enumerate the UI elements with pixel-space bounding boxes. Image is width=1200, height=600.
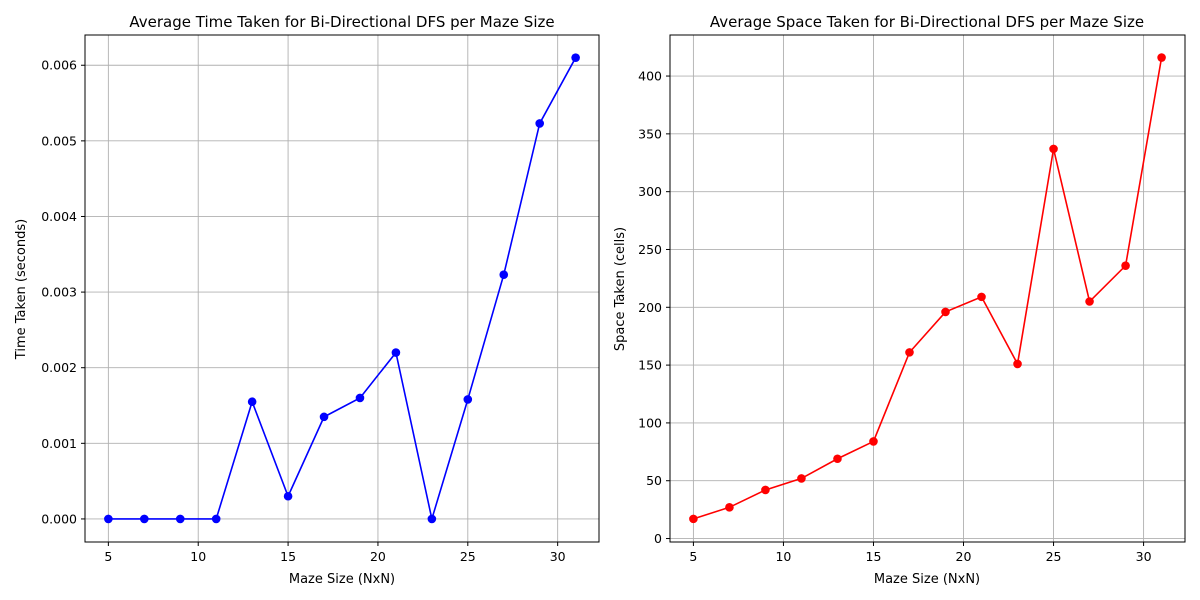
space-chart-data-point (1157, 53, 1166, 62)
time-chart-data-point (104, 514, 113, 524)
space-chart-data-point (761, 485, 770, 495)
time-chart-series-line (108, 57, 577, 520)
time-chart-y-tick-label: 0.006 (41, 58, 77, 73)
time-chart-data-point (283, 491, 293, 501)
space-chart-y-tick-label: 0 (654, 531, 662, 546)
space-chart-y-tick-label: 150 (638, 358, 662, 373)
space-chart-data-point (941, 307, 950, 317)
time-chart-y-tick-label: 0.001 (41, 436, 77, 451)
time-chart-y-tick-label: 0.004 (41, 209, 77, 224)
time-chart-x-tick-label: 5 (104, 549, 112, 564)
time-chart-title: Average Time Taken for Bi-Directional DF… (129, 13, 554, 31)
space-chart-y-tick-label: 250 (638, 242, 662, 257)
time-chart-data-point (427, 514, 437, 524)
space-chart-x-tick-label: 20 (956, 549, 972, 564)
time-chart-series (104, 53, 580, 524)
space-chart-data-point (977, 292, 986, 302)
space-chart-x-tick-label: 15 (866, 549, 882, 564)
time-chart-data-point (571, 53, 580, 62)
space-chart-data-point (689, 514, 698, 524)
time-chart-y-tick-label: 0.002 (41, 360, 77, 375)
space-chart-y-tick-label: 400 (638, 69, 662, 84)
time-chart-x-tick-label: 25 (460, 549, 476, 564)
space-chart-data-point (1013, 359, 1022, 369)
time-chart-data-point (499, 270, 509, 280)
space-chart-series (689, 53, 1166, 524)
space-chart-y-axis-label: Space Taken (cells) (613, 227, 628, 351)
time-chart-x-tick-label: 30 (550, 549, 566, 564)
time-chart: Average Time Taken for Bi-Directional DF… (14, 13, 600, 587)
space-chart: Average Space Taken for Bi-Directional D… (613, 13, 1186, 587)
time-chart-y-tick-label: 0.003 (41, 285, 77, 300)
time-chart-data-point (319, 412, 329, 422)
space-chart-data-point (1085, 297, 1094, 306)
space-chart-data-point (1049, 144, 1058, 154)
time-chart-data-point (211, 514, 221, 524)
time-chart-y-tick-label: 0.000 (41, 511, 77, 526)
space-chart-gridlines (670, 35, 1185, 542)
space-chart-x-tick-label: 25 (1046, 549, 1062, 564)
time-chart-data-point (355, 393, 365, 403)
space-chart-x-tick-label: 5 (689, 549, 697, 564)
time-chart-x-tick-label: 20 (370, 549, 386, 564)
space-chart-y-tick-label: 350 (638, 126, 662, 141)
time-chart-data-point (463, 395, 473, 404)
space-chart-plot-frame (669, 34, 1186, 543)
space-chart-y-tick-label: 300 (638, 184, 662, 199)
space-chart-x-tick-label: 10 (775, 549, 791, 564)
space-chart-data-point (833, 454, 842, 464)
space-chart-x-axis-label: Maze Size (NxN) (874, 572, 980, 587)
space-chart-data-point (797, 474, 806, 483)
space-chart-data-point (905, 348, 914, 357)
space-chart-data-point (869, 437, 878, 446)
time-chart-data-point (175, 514, 185, 524)
space-chart-series-line (693, 57, 1163, 520)
time-chart-data-point (140, 514, 149, 524)
time-chart-y-axis-label: Time Taken (seconds) (14, 219, 29, 360)
space-chart-data-point (1121, 261, 1130, 270)
time-chart-plot-frame (84, 34, 600, 543)
space-chart-y-tick-label: 200 (638, 300, 662, 315)
time-chart-x-tick-label: 15 (280, 549, 296, 564)
time-chart-data-point (247, 397, 257, 407)
space-chart-title: Average Space Taken for Bi-Directional D… (710, 13, 1144, 31)
time-chart-ticks: 5 10 15 20 25 30 0.000 0.001 0.002 0.003 0.004 0.00… (41, 58, 565, 564)
space-chart-y-tick-label: 100 (638, 415, 662, 430)
time-chart-x-tick-label: 10 (190, 549, 206, 564)
space-chart-y-tick-label: 50 (646, 473, 662, 488)
time-chart-y-tick-label: 0.005 (41, 133, 77, 148)
time-chart-data-point (535, 119, 544, 128)
time-chart-x-axis-label: Maze Size (NxN) (289, 572, 395, 587)
space-chart-x-tick-label: 30 (1136, 549, 1152, 564)
time-chart-data-point (391, 348, 401, 357)
space-chart-data-point (725, 503, 734, 512)
